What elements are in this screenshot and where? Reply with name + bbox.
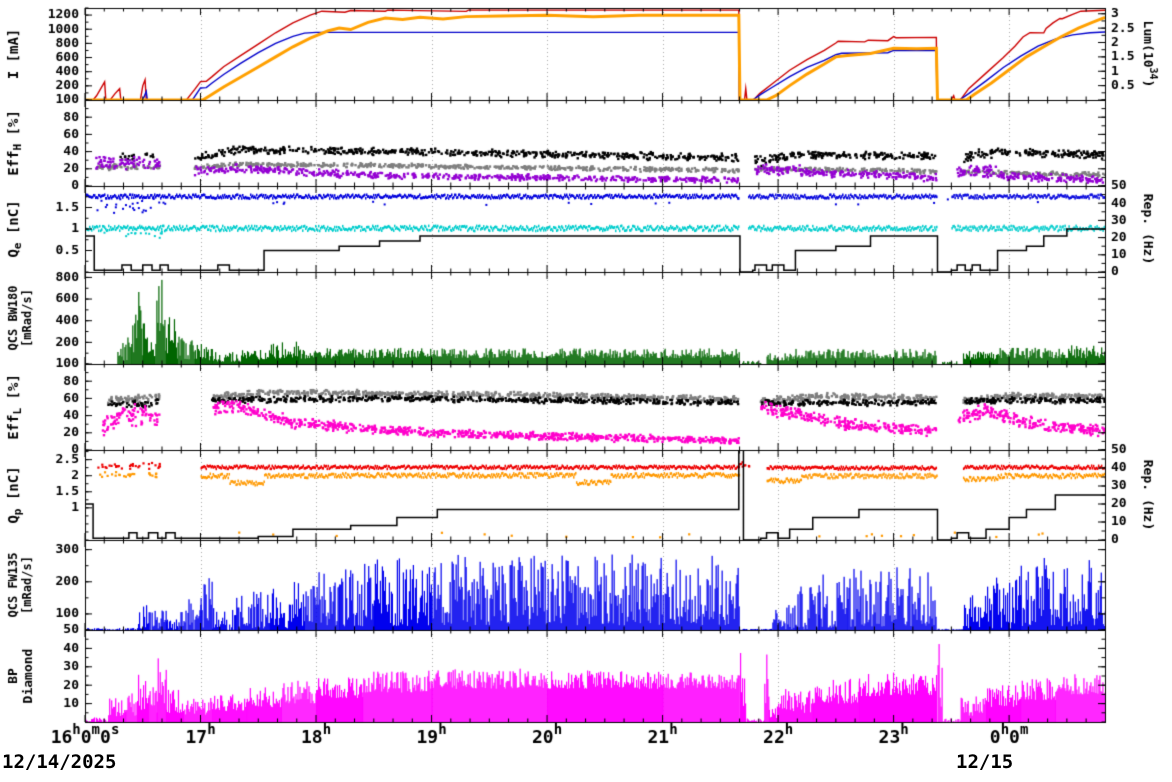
x-axis-date-start: 12/14/2025 xyxy=(2,751,117,773)
x-axis-date-end: 12/15 xyxy=(956,751,1014,773)
